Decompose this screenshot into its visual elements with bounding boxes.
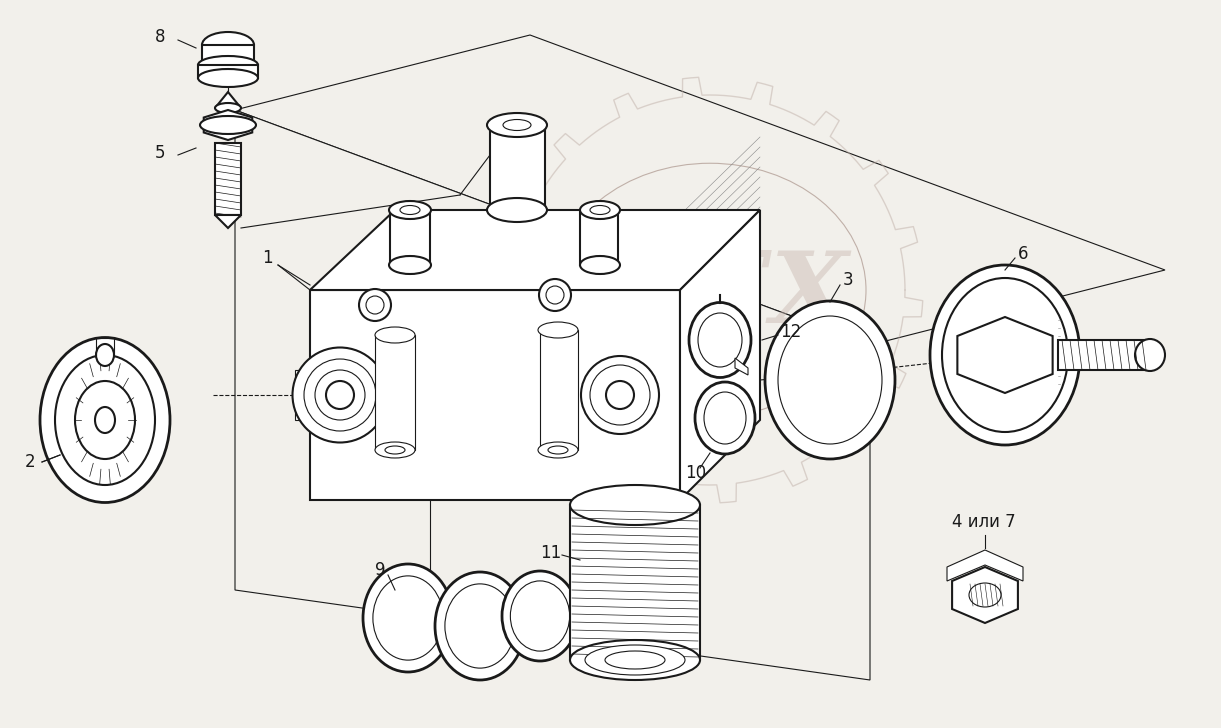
Polygon shape bbox=[389, 210, 430, 265]
Ellipse shape bbox=[375, 327, 415, 343]
Ellipse shape bbox=[96, 344, 114, 366]
Ellipse shape bbox=[604, 651, 665, 669]
Ellipse shape bbox=[198, 69, 258, 87]
Ellipse shape bbox=[705, 392, 746, 444]
Polygon shape bbox=[680, 210, 759, 500]
Ellipse shape bbox=[570, 485, 700, 525]
Text: 11: 11 bbox=[540, 544, 562, 562]
Text: 2: 2 bbox=[24, 453, 35, 471]
Ellipse shape bbox=[546, 286, 564, 304]
Polygon shape bbox=[1059, 340, 1150, 370]
Polygon shape bbox=[570, 505, 700, 660]
Ellipse shape bbox=[435, 572, 525, 680]
Ellipse shape bbox=[580, 256, 620, 274]
Ellipse shape bbox=[215, 103, 241, 113]
Text: 6: 6 bbox=[1018, 245, 1028, 263]
Polygon shape bbox=[947, 550, 1023, 581]
Ellipse shape bbox=[95, 407, 115, 433]
Ellipse shape bbox=[198, 56, 258, 74]
Polygon shape bbox=[490, 125, 545, 210]
Polygon shape bbox=[198, 65, 258, 78]
Ellipse shape bbox=[487, 113, 547, 137]
Ellipse shape bbox=[74, 381, 136, 459]
Ellipse shape bbox=[548, 446, 568, 454]
Ellipse shape bbox=[930, 265, 1081, 445]
Polygon shape bbox=[735, 358, 748, 375]
Ellipse shape bbox=[363, 564, 453, 672]
Polygon shape bbox=[540, 330, 578, 450]
Polygon shape bbox=[215, 143, 241, 215]
Ellipse shape bbox=[510, 581, 570, 651]
Ellipse shape bbox=[200, 116, 256, 134]
Polygon shape bbox=[957, 317, 1053, 393]
Ellipse shape bbox=[40, 338, 170, 502]
Ellipse shape bbox=[487, 198, 547, 222]
Text: 5: 5 bbox=[155, 144, 166, 162]
Ellipse shape bbox=[389, 201, 431, 219]
Ellipse shape bbox=[695, 382, 755, 454]
Ellipse shape bbox=[385, 446, 405, 454]
Polygon shape bbox=[234, 35, 1165, 345]
Polygon shape bbox=[952, 567, 1018, 623]
Ellipse shape bbox=[55, 355, 155, 485]
Ellipse shape bbox=[372, 576, 443, 660]
Ellipse shape bbox=[941, 278, 1068, 432]
Ellipse shape bbox=[778, 316, 882, 444]
Ellipse shape bbox=[359, 289, 391, 321]
Ellipse shape bbox=[389, 256, 431, 274]
Polygon shape bbox=[310, 290, 680, 500]
Ellipse shape bbox=[585, 645, 685, 675]
Ellipse shape bbox=[1136, 339, 1165, 371]
Ellipse shape bbox=[538, 442, 578, 458]
Polygon shape bbox=[215, 215, 241, 228]
Ellipse shape bbox=[580, 201, 620, 219]
Polygon shape bbox=[310, 210, 759, 290]
Ellipse shape bbox=[698, 313, 742, 367]
Polygon shape bbox=[215, 92, 241, 108]
Polygon shape bbox=[295, 370, 339, 420]
Ellipse shape bbox=[304, 359, 376, 431]
Polygon shape bbox=[375, 335, 415, 450]
Ellipse shape bbox=[315, 370, 365, 420]
Ellipse shape bbox=[538, 279, 571, 311]
Ellipse shape bbox=[990, 337, 1020, 373]
Ellipse shape bbox=[538, 322, 578, 338]
Ellipse shape bbox=[444, 584, 515, 668]
Ellipse shape bbox=[503, 119, 531, 130]
Text: 1: 1 bbox=[263, 249, 272, 267]
Ellipse shape bbox=[400, 205, 420, 215]
Text: 9: 9 bbox=[375, 561, 386, 579]
Polygon shape bbox=[201, 45, 254, 65]
Ellipse shape bbox=[581, 356, 659, 434]
Ellipse shape bbox=[590, 205, 610, 215]
Polygon shape bbox=[204, 110, 253, 140]
Ellipse shape bbox=[375, 442, 415, 458]
Ellipse shape bbox=[293, 347, 387, 443]
Ellipse shape bbox=[502, 571, 578, 661]
Ellipse shape bbox=[606, 381, 634, 409]
Ellipse shape bbox=[326, 381, 354, 409]
Text: OPEX: OPEX bbox=[532, 247, 849, 343]
Text: 10: 10 bbox=[685, 464, 706, 482]
Ellipse shape bbox=[366, 296, 383, 314]
Text: 8: 8 bbox=[155, 28, 166, 46]
Ellipse shape bbox=[201, 32, 254, 58]
Polygon shape bbox=[580, 210, 618, 265]
Ellipse shape bbox=[689, 303, 751, 378]
Text: 12: 12 bbox=[780, 323, 801, 341]
Text: 3: 3 bbox=[842, 271, 853, 289]
Ellipse shape bbox=[766, 301, 895, 459]
Ellipse shape bbox=[590, 365, 650, 425]
Text: 4 или 7: 4 или 7 bbox=[952, 513, 1016, 531]
Polygon shape bbox=[234, 110, 871, 680]
Ellipse shape bbox=[969, 583, 1001, 607]
Ellipse shape bbox=[570, 640, 700, 680]
